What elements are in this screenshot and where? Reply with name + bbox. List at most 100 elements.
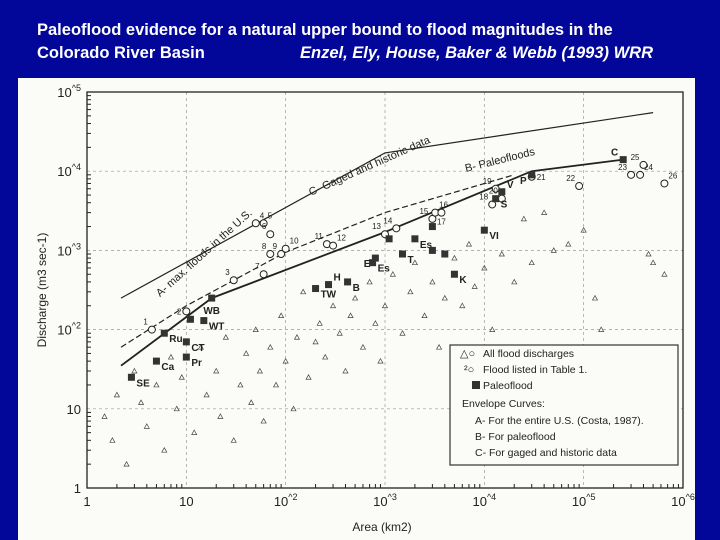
flood-triangle bbox=[377, 357, 384, 364]
paleoflood-square bbox=[385, 235, 393, 243]
table1-flood-circle bbox=[182, 307, 191, 316]
paleoflood-square bbox=[411, 235, 419, 243]
paleoflood-label: Es bbox=[420, 240, 433, 251]
envelope-curve-a bbox=[120, 112, 654, 299]
flood-triangle bbox=[290, 405, 297, 412]
flood-triangle bbox=[260, 417, 267, 424]
paleoflood-label: CT bbox=[191, 343, 204, 354]
flood-triangle bbox=[541, 209, 548, 215]
flood-triangle bbox=[222, 334, 229, 340]
paleoflood-label: E bbox=[364, 259, 371, 270]
legend-envelope-a: A- For the entire U.S. (Costa, 1987). bbox=[475, 415, 644, 427]
table1-flood-circle bbox=[575, 182, 584, 191]
table1-flood-label: 6 bbox=[262, 222, 267, 231]
paleoflood-label: Ru bbox=[169, 334, 182, 345]
flood-triangle bbox=[230, 437, 237, 443]
flood-triangle bbox=[511, 278, 518, 285]
table1-flood-circle bbox=[266, 230, 275, 239]
flood-triangle bbox=[352, 294, 359, 301]
plot-frame bbox=[86, 91, 684, 489]
paleoflood-square bbox=[152, 357, 160, 365]
curve-a-label: A- max. floods in the U.S. bbox=[154, 207, 255, 299]
legend-item-paleo: Paleoflood bbox=[483, 380, 533, 392]
paleoflood-square bbox=[492, 195, 500, 203]
curve-b-label: B- Paleofloods bbox=[464, 146, 537, 175]
flood-triangle bbox=[113, 391, 120, 398]
table1-flood-circle bbox=[277, 250, 286, 259]
flood-triangle bbox=[252, 326, 259, 332]
paleoflood-square bbox=[200, 317, 208, 325]
x-tick-label: 10 bbox=[179, 494, 193, 509]
slide-title-line1: Paleoflood evidence for a natural upper … bbox=[37, 21, 613, 39]
slide-title-line2: Colorado River Basin bbox=[37, 44, 205, 62]
paleoflood-square bbox=[344, 278, 352, 286]
table1-flood-label: 26 bbox=[668, 171, 677, 180]
table1-flood-label: 9 bbox=[273, 242, 278, 251]
x-tick-label: 10^6 bbox=[671, 492, 695, 509]
paleoflood-series: SE Ca Ru CT Pr WT WB TW H B Es E T Es K VI SV P C bbox=[127, 148, 627, 389]
paleoflood-square bbox=[480, 226, 488, 234]
flood-triangle bbox=[498, 250, 505, 257]
flood-triangle bbox=[389, 271, 396, 277]
flood-triangle bbox=[248, 399, 255, 405]
table1-flood-circle bbox=[627, 170, 636, 179]
table1-flood-label: 10 bbox=[290, 237, 299, 246]
flood-triangle bbox=[178, 374, 185, 380]
flood-triangle bbox=[243, 350, 250, 356]
flood-triangle bbox=[459, 302, 466, 309]
flood-triangle bbox=[565, 240, 572, 247]
legend-envelope-c: C- For gaged and historic data bbox=[475, 447, 617, 459]
flood-triangle bbox=[256, 367, 263, 374]
y-axis-label: Discharge (m3 sec-1) bbox=[35, 233, 49, 348]
paleoflood-square bbox=[371, 254, 379, 262]
paleoflood-square bbox=[186, 315, 194, 323]
paleoflood-square bbox=[127, 373, 135, 381]
flood-triangle bbox=[101, 413, 108, 419]
flood-triangle bbox=[217, 413, 224, 419]
table1-flood-label: 18 bbox=[479, 192, 488, 201]
paleoflood-square bbox=[182, 338, 190, 346]
x-tick-label: 10^2 bbox=[274, 492, 298, 509]
paleoflood-label: WT bbox=[209, 322, 225, 333]
flood-triangle bbox=[167, 353, 175, 360]
table1-flood-circle bbox=[437, 208, 446, 217]
table1-flood-label: 24 bbox=[644, 163, 653, 172]
table1-flood-label: 14 bbox=[383, 216, 392, 225]
paleoflood-label: SE bbox=[136, 378, 150, 389]
flood-triangle bbox=[197, 343, 204, 350]
flood-triangle bbox=[282, 357, 289, 364]
flood-triangle bbox=[237, 381, 244, 388]
paleoflood-label: Ca bbox=[161, 362, 174, 373]
legend-box bbox=[449, 344, 679, 466]
flood-triangle bbox=[161, 446, 168, 453]
paleoflood-square bbox=[619, 156, 627, 164]
paleoflood-label: V bbox=[507, 180, 514, 191]
table1-flood-circle bbox=[266, 250, 275, 259]
x-axis-label: Area (km2) bbox=[352, 520, 411, 534]
y-tick-label: 10^2 bbox=[57, 321, 81, 338]
paleoflood-square bbox=[369, 259, 377, 267]
flood-triangle bbox=[591, 294, 599, 301]
flood-triangle bbox=[342, 367, 349, 374]
flood-triangle bbox=[267, 343, 274, 350]
table1-flood-label: 25 bbox=[631, 153, 640, 162]
flood-triangle bbox=[191, 429, 198, 435]
legend-circle-icon: ²○ bbox=[464, 364, 474, 376]
flood-triangle bbox=[441, 294, 448, 301]
flood-triangle bbox=[429, 278, 436, 285]
table1-flood-label: 8 bbox=[262, 242, 267, 251]
flood-triangle bbox=[411, 259, 418, 266]
paleoflood-square bbox=[498, 188, 506, 196]
flood-triangle bbox=[528, 259, 535, 266]
flood-triangle bbox=[465, 240, 473, 247]
curve-c-label: C- Gaged and historic data bbox=[307, 134, 433, 199]
paleoflood-square bbox=[441, 250, 449, 258]
paleoflood-square bbox=[160, 329, 168, 337]
paleoflood-label: T bbox=[407, 255, 413, 266]
table1-flood-circle bbox=[329, 241, 338, 250]
flood-triangle bbox=[305, 374, 312, 380]
paleoflood-square bbox=[208, 294, 216, 302]
citation: Enzel, Ely, House, Baker & Webb (1993) W… bbox=[300, 44, 654, 62]
table1-flood-label: 11 bbox=[315, 232, 324, 241]
